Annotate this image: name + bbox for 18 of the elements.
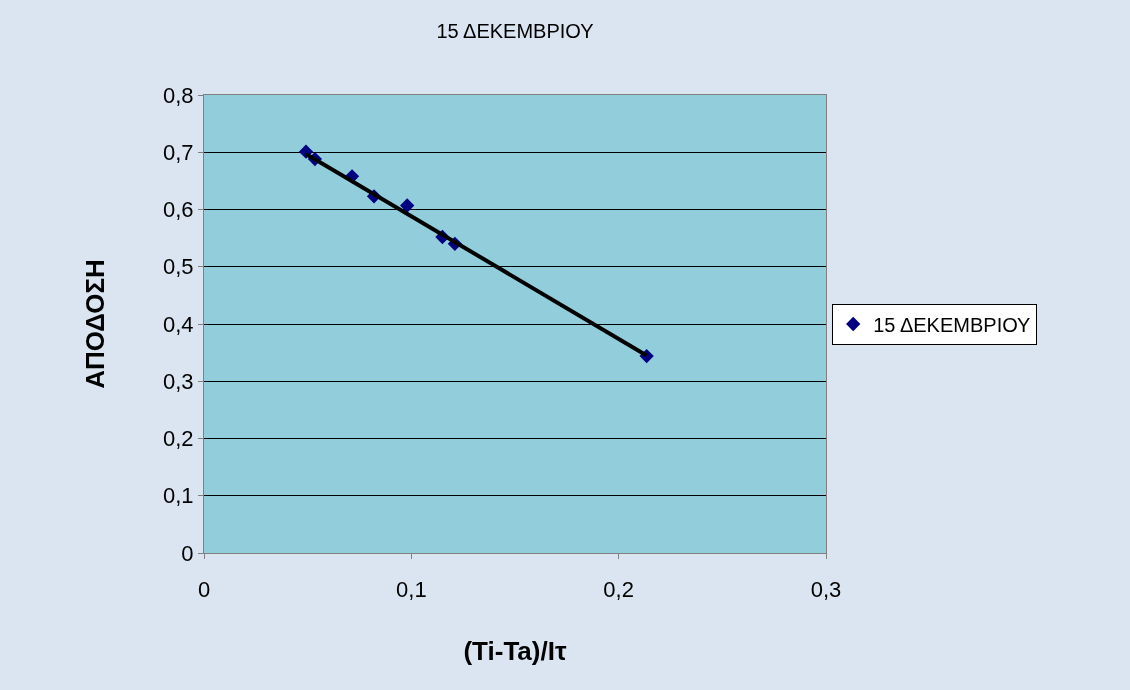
x-axis-title: (Ti-Ta)/Iτ [463, 636, 567, 667]
point [400, 198, 415, 213]
y-tick-label: 0,8 [163, 82, 194, 108]
y-tick-label: 0 [181, 540, 194, 566]
x-tick-label: 0,3 [810, 577, 842, 603]
y-tick-label: 0,1 [163, 483, 194, 509]
x-tick-label: 0,2 [603, 577, 634, 603]
y-tick-label: 0,5 [163, 254, 194, 280]
y-tick-label: 0,2 [163, 426, 194, 452]
y-tick-label: 0,4 [163, 311, 194, 337]
y-tick-label: 0,7 [163, 139, 194, 165]
legend-label: 15 ΔΕΚΕΜΒΡΙΟΥ [873, 313, 1031, 336]
x-tick-label: 0,1 [396, 577, 427, 603]
chart-title: 15 ΔΕΚΕΜΒΡΙΟΥ [436, 20, 594, 43]
y-tick-label: 0,3 [163, 368, 194, 394]
y-axis-title: ΑΠΟΔΟΣΗ [80, 259, 111, 389]
y-tick-label: 0,6 [163, 197, 194, 223]
x-tick-label: 0 [197, 577, 211, 603]
